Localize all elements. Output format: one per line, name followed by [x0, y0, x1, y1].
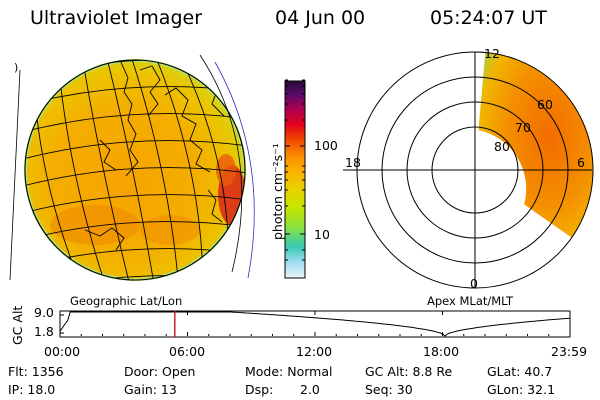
- instrument-title: Ultraviolet Imager: [30, 7, 203, 29]
- globe-caption: Geographic Lat/Lon: [70, 294, 183, 308]
- polar-caption: Apex MLat/MLT: [427, 294, 514, 308]
- gain-value: Gain: 13: [124, 382, 177, 397]
- time-tick-0000: 00:00: [44, 344, 81, 359]
- time-tick-1800: 18:00: [423, 344, 460, 359]
- mlat-label-80: 80: [494, 139, 510, 154]
- mlt-label-18: 18: [345, 155, 361, 170]
- edge-marker: ): [14, 61, 19, 74]
- dsp-label: Dsp:: [245, 382, 274, 397]
- time-tick-2359: 23:59: [551, 344, 588, 359]
- altitude-ylabel: GC Alt: [10, 305, 25, 345]
- colorbar-tick-10: 10: [314, 227, 330, 242]
- mlat-label-60: 60: [537, 97, 553, 112]
- geographic-globe-image: [9, 54, 255, 281]
- mlt-label-0: 0: [470, 276, 478, 291]
- gc-altitude: GC Alt: 8.8 Re: [365, 364, 453, 379]
- geographic-longitude: GLon: 32.1: [487, 382, 556, 397]
- altitude-ytick-9: 9.0: [34, 305, 54, 320]
- dsp-value: 2.0: [300, 382, 320, 397]
- colorbar-tick-100: 100: [314, 138, 338, 153]
- ip-value: IP: 18.0: [8, 382, 56, 397]
- colorbar-unit-label: photon cm⁻²s⁻¹: [270, 143, 285, 240]
- mlt-label-12: 12: [484, 46, 500, 61]
- mlt-label-6: 6: [577, 155, 585, 170]
- mlat-label-70: 70: [515, 120, 531, 135]
- mode-value: Mode: Normal: [245, 364, 333, 379]
- apex-polar-plot: [343, 51, 594, 289]
- time-tick-1200: 12:00: [296, 344, 333, 359]
- observation-date: 04 Jun 00: [275, 7, 366, 29]
- sequence-number: Seq: 30: [365, 382, 413, 397]
- intensity-colorbar: [284, 79, 306, 279]
- door-status: Door: Open: [124, 364, 196, 379]
- geographic-latitude: GLat: 40.7: [487, 364, 553, 379]
- observation-time: 05:24:07 UT: [430, 7, 547, 29]
- altitude-ytick-1-8: 1.8: [34, 324, 54, 339]
- flight-number: Flt: 1356: [8, 364, 64, 379]
- altitude-panel: [59, 310, 571, 338]
- time-tick-0600: 06:00: [169, 344, 206, 359]
